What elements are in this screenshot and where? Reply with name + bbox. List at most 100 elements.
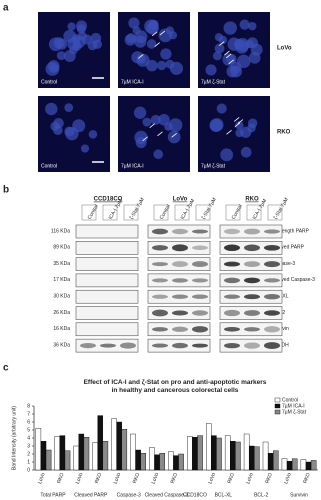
blot-strip bbox=[75, 322, 139, 337]
bar bbox=[83, 437, 90, 471]
blot-band bbox=[192, 310, 208, 316]
arrow bbox=[154, 42, 160, 47]
cell-line-header: LoVo bbox=[173, 197, 188, 203]
bar bbox=[78, 433, 85, 471]
cell bbox=[245, 39, 255, 49]
image-label: 7µM ζ-Stat bbox=[201, 163, 226, 169]
bar bbox=[281, 458, 288, 471]
cell bbox=[222, 53, 236, 66]
cell bbox=[158, 114, 170, 126]
cell bbox=[150, 114, 161, 125]
lane-box bbox=[153, 204, 169, 221]
bar bbox=[267, 453, 274, 471]
legend-swatch bbox=[274, 409, 281, 415]
bar bbox=[243, 433, 250, 471]
blot-band bbox=[192, 326, 208, 333]
blot-band bbox=[152, 262, 168, 267]
cell bbox=[88, 130, 98, 139]
bar bbox=[192, 437, 198, 471]
blot-band bbox=[172, 261, 188, 268]
cell bbox=[247, 118, 258, 128]
lane-box bbox=[195, 204, 211, 221]
cell bbox=[133, 106, 147, 119]
lane-label: Control bbox=[231, 204, 244, 221]
blot-strip bbox=[219, 257, 283, 271]
bar bbox=[64, 450, 71, 471]
group-label: BCL-2 bbox=[254, 492, 268, 498]
x-tick-label: RKO bbox=[302, 472, 311, 484]
x-tick-label: RKO bbox=[94, 472, 103, 484]
arrow bbox=[138, 54, 144, 59]
blot-band bbox=[224, 244, 240, 252]
kda-label: 36 KDa bbox=[53, 342, 70, 348]
x-tick-label: RKO bbox=[227, 472, 236, 484]
blot-band bbox=[264, 244, 280, 251]
lane-box bbox=[225, 204, 241, 221]
legend-label: Control bbox=[282, 397, 298, 403]
arrow bbox=[234, 122, 241, 128]
lane-label: Control bbox=[87, 204, 100, 221]
lane-box bbox=[267, 204, 283, 221]
blot-band bbox=[152, 327, 168, 332]
blot-band bbox=[244, 327, 260, 332]
blot-band bbox=[244, 342, 260, 349]
cell bbox=[146, 39, 157, 49]
marker-name: Full-length PARP bbox=[271, 228, 310, 234]
blot-band bbox=[120, 342, 136, 349]
blot-strip bbox=[75, 306, 139, 320]
cell bbox=[214, 43, 225, 54]
bar bbox=[305, 461, 312, 471]
blot-band bbox=[100, 343, 116, 348]
lane-box bbox=[174, 204, 190, 221]
legend-swatch bbox=[274, 397, 281, 403]
image-label: Control bbox=[41, 79, 57, 85]
cell bbox=[134, 130, 148, 145]
x-tick-label: LoVo bbox=[207, 472, 217, 485]
bar bbox=[130, 433, 136, 471]
bar bbox=[102, 441, 109, 471]
blot-band bbox=[224, 228, 240, 235]
cell-line-label: LoVo bbox=[277, 46, 292, 52]
arrow bbox=[225, 53, 232, 59]
x-tick-label: LoVo bbox=[283, 472, 293, 485]
cell bbox=[53, 37, 65, 49]
arrow bbox=[226, 129, 232, 135]
cell bbox=[157, 60, 167, 71]
group-label: BCL-XL bbox=[215, 492, 233, 498]
image-label: 7µM ICA-I bbox=[121, 79, 144, 85]
chart-title-line: Effect of ICA-I and ζ-Stat on pro and an… bbox=[84, 379, 267, 386]
lane-box bbox=[123, 204, 139, 221]
bar bbox=[45, 449, 52, 471]
blot-band bbox=[152, 343, 168, 348]
blot-band bbox=[172, 326, 188, 332]
kda-label: 30 KDa bbox=[53, 294, 70, 300]
kda-label: 17 KDa bbox=[53, 277, 70, 283]
blot-strip bbox=[147, 224, 211, 239]
cell bbox=[235, 120, 244, 130]
bar bbox=[135, 449, 141, 471]
marker-name: Cleaved PARP bbox=[271, 245, 305, 251]
bar bbox=[92, 442, 98, 471]
blot-band bbox=[264, 310, 280, 316]
cell bbox=[214, 33, 224, 42]
cell bbox=[49, 63, 59, 74]
y-tick-label: 4 bbox=[27, 435, 30, 441]
marker-name: Caspase-3 bbox=[271, 261, 295, 267]
x-tick-label: RKO bbox=[56, 472, 65, 484]
cell bbox=[235, 128, 244, 138]
blot-strip bbox=[147, 289, 211, 304]
x-tick-label: LoVo bbox=[151, 472, 161, 485]
bar bbox=[291, 458, 298, 471]
cell bbox=[153, 149, 164, 160]
arrow bbox=[224, 50, 230, 56]
cell bbox=[165, 59, 175, 69]
image-label: 7µM ζ-Stat bbox=[201, 79, 226, 85]
blot-band bbox=[224, 309, 240, 317]
bar bbox=[211, 435, 217, 471]
cell bbox=[240, 146, 252, 158]
blot-band bbox=[264, 294, 280, 300]
cell bbox=[128, 17, 140, 29]
lane-label: ζ-Stat 7µM bbox=[273, 197, 290, 221]
cell bbox=[90, 32, 102, 44]
